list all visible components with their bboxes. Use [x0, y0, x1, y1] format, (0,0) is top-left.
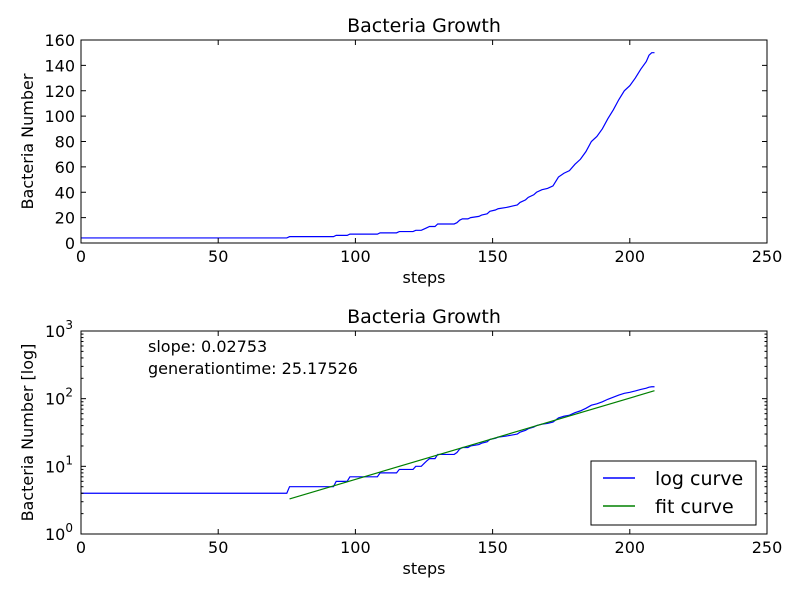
y-tick-exponent: 3	[65, 318, 73, 332]
legend-label: fit curve	[655, 496, 734, 518]
y-tick-base: 10	[45, 322, 65, 341]
y-axis-label: Bacteria Number	[18, 73, 37, 209]
y-tick-label: 101	[45, 453, 73, 476]
x-tick-label: 200	[615, 247, 646, 266]
y-tick-label: 102	[45, 386, 73, 409]
x-tick-label: 200	[615, 538, 646, 557]
y-tick-label: 0	[65, 234, 75, 253]
y-tick-label: 120	[44, 82, 75, 101]
x-axis-label: steps	[403, 559, 446, 578]
x-tick-label: 250	[752, 247, 783, 266]
y-tick-base: 10	[45, 390, 65, 409]
y-tick-label: 160	[44, 31, 75, 50]
fit-curve-line	[289, 390, 655, 500]
x-tick-label: 100	[340, 538, 371, 557]
legend-label: log curve	[655, 468, 743, 490]
y-tick-label: 103	[45, 318, 73, 341]
chart-title: Bacteria Growth	[347, 306, 501, 328]
panel-1: 0 50 100 150 200 250020406080100120140160Bact…	[18, 15, 782, 287]
y-axis-label: Bacteria Number [log]	[18, 344, 37, 522]
x-axis-label: steps	[403, 268, 446, 287]
x-tick-label: 100	[340, 247, 371, 266]
y-tick-exponent: 2	[65, 386, 73, 400]
annotation-text: generationtime: 25.17526	[148, 359, 358, 378]
x-tick-label: 50	[208, 538, 228, 557]
y-tick-label: 140	[44, 56, 75, 75]
x-tick-label: 150	[477, 538, 508, 557]
y-tick-label: 60	[55, 158, 75, 177]
y-tick-base: 10	[45, 525, 65, 544]
plot-frame	[80, 330, 768, 535]
x-tick-label: 250	[752, 538, 783, 557]
x-tick-label: 50	[208, 247, 228, 266]
y-tick-base: 10	[45, 457, 65, 476]
y-tick-exponent: 0	[65, 521, 73, 535]
x-tick-label: 0	[76, 247, 86, 266]
log-curve-line	[81, 386, 655, 494]
plot-frame	[80, 39, 768, 244]
legend: log curve fit curve	[590, 460, 757, 526]
x-tick-label: 0	[76, 538, 86, 557]
data-line	[81, 52, 655, 239]
y-tick-label: 20	[55, 209, 75, 228]
chart-title: Bacteria Growth	[347, 15, 501, 37]
y-tick-exponent: 1	[65, 453, 73, 467]
y-tick-label: 100	[44, 107, 75, 126]
x-tick-label: 150	[477, 247, 508, 266]
y-tick-label: 40	[55, 183, 75, 202]
y-tick-label: 80	[55, 133, 75, 152]
annotation-text: slope: 0.02753	[148, 337, 267, 356]
legend-box	[590, 460, 757, 526]
y-tick-label: 100	[45, 521, 73, 544]
